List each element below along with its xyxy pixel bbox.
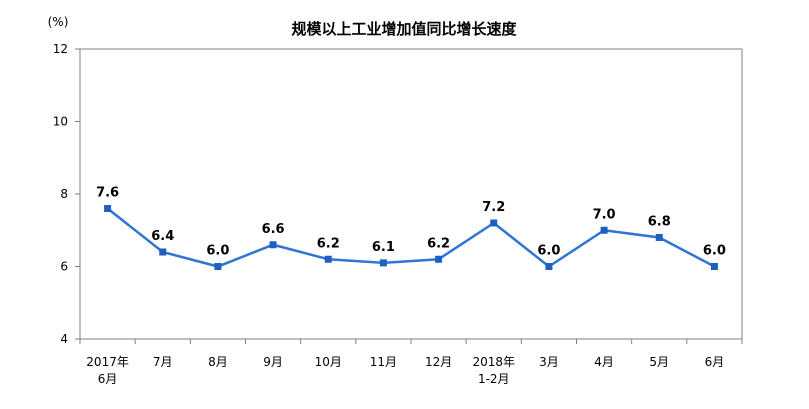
y-axis-unit: (%)	[48, 15, 69, 29]
data-point-marker	[324, 255, 332, 263]
x-tick-label: 5月	[649, 355, 669, 369]
data-label: 7.0	[593, 207, 616, 222]
y-tick-label: 6	[60, 260, 68, 274]
data-label: 6.1	[372, 240, 395, 255]
series-markers	[104, 205, 718, 270]
data-point-marker	[490, 219, 498, 227]
y-tick-label: 8	[60, 187, 68, 201]
data-label: 6.0	[703, 244, 726, 259]
y-axis-ticks: 4 6 8 10 12	[53, 42, 80, 346]
data-label: 7.2	[482, 200, 505, 215]
y-tick-label: 12	[53, 42, 68, 56]
x-tick-label: 2018年 1-2月	[472, 355, 515, 386]
x-tick-label: 11月	[370, 355, 397, 369]
series-line	[106, 207, 715, 269]
data-label: 6.2	[427, 236, 450, 251]
data-point-marker	[545, 263, 553, 270]
data-point-marker	[159, 248, 167, 256]
x-tick-label: 12月	[425, 355, 452, 369]
data-point-marker	[379, 259, 387, 267]
data-label: 6.8	[648, 215, 671, 230]
data-label: 6.6	[262, 222, 285, 237]
x-tick-label: 10月	[315, 355, 342, 369]
data-point-marker	[600, 226, 608, 234]
x-axis-ticks: 2017年 6月 7月 8月 9月 10月 11月 12月 2018年 1-2月 3月 4月 5月 6月	[79, 339, 743, 386]
data-label: 7.6	[96, 186, 119, 201]
chart-title: 规模以上工业增加值同比增长速度	[291, 20, 517, 38]
data-label: 6.2	[317, 236, 340, 251]
data-point-marker	[710, 263, 718, 270]
x-tick-label: 7月	[153, 355, 173, 369]
data-labels: 7.6 6.4 6.0 6.6 6.2 6.1 6.2 7.2 6.0 7.0 6.8 6.0	[96, 186, 726, 259]
data-point-marker	[269, 241, 277, 249]
data-label: 6.4	[151, 229, 174, 244]
data-point-marker	[435, 255, 443, 263]
data-label: 6.0	[537, 244, 560, 259]
x-tick-label: 6月	[705, 355, 725, 369]
x-tick-label: 9月	[263, 355, 283, 369]
plot-frame	[79, 48, 743, 340]
y-tick-label: 10	[53, 115, 68, 129]
data-point-marker	[655, 234, 663, 241]
x-tick-label: 4月	[594, 355, 614, 369]
data-point-marker	[104, 205, 112, 212]
x-tick-label: 3月	[539, 355, 559, 369]
x-tick-label: 8月	[208, 355, 228, 369]
data-label: 6.0	[206, 244, 229, 259]
x-tick-label: 2017年 6月	[86, 355, 129, 386]
data-point-marker	[214, 263, 222, 270]
y-tick-label: 4	[60, 332, 68, 346]
